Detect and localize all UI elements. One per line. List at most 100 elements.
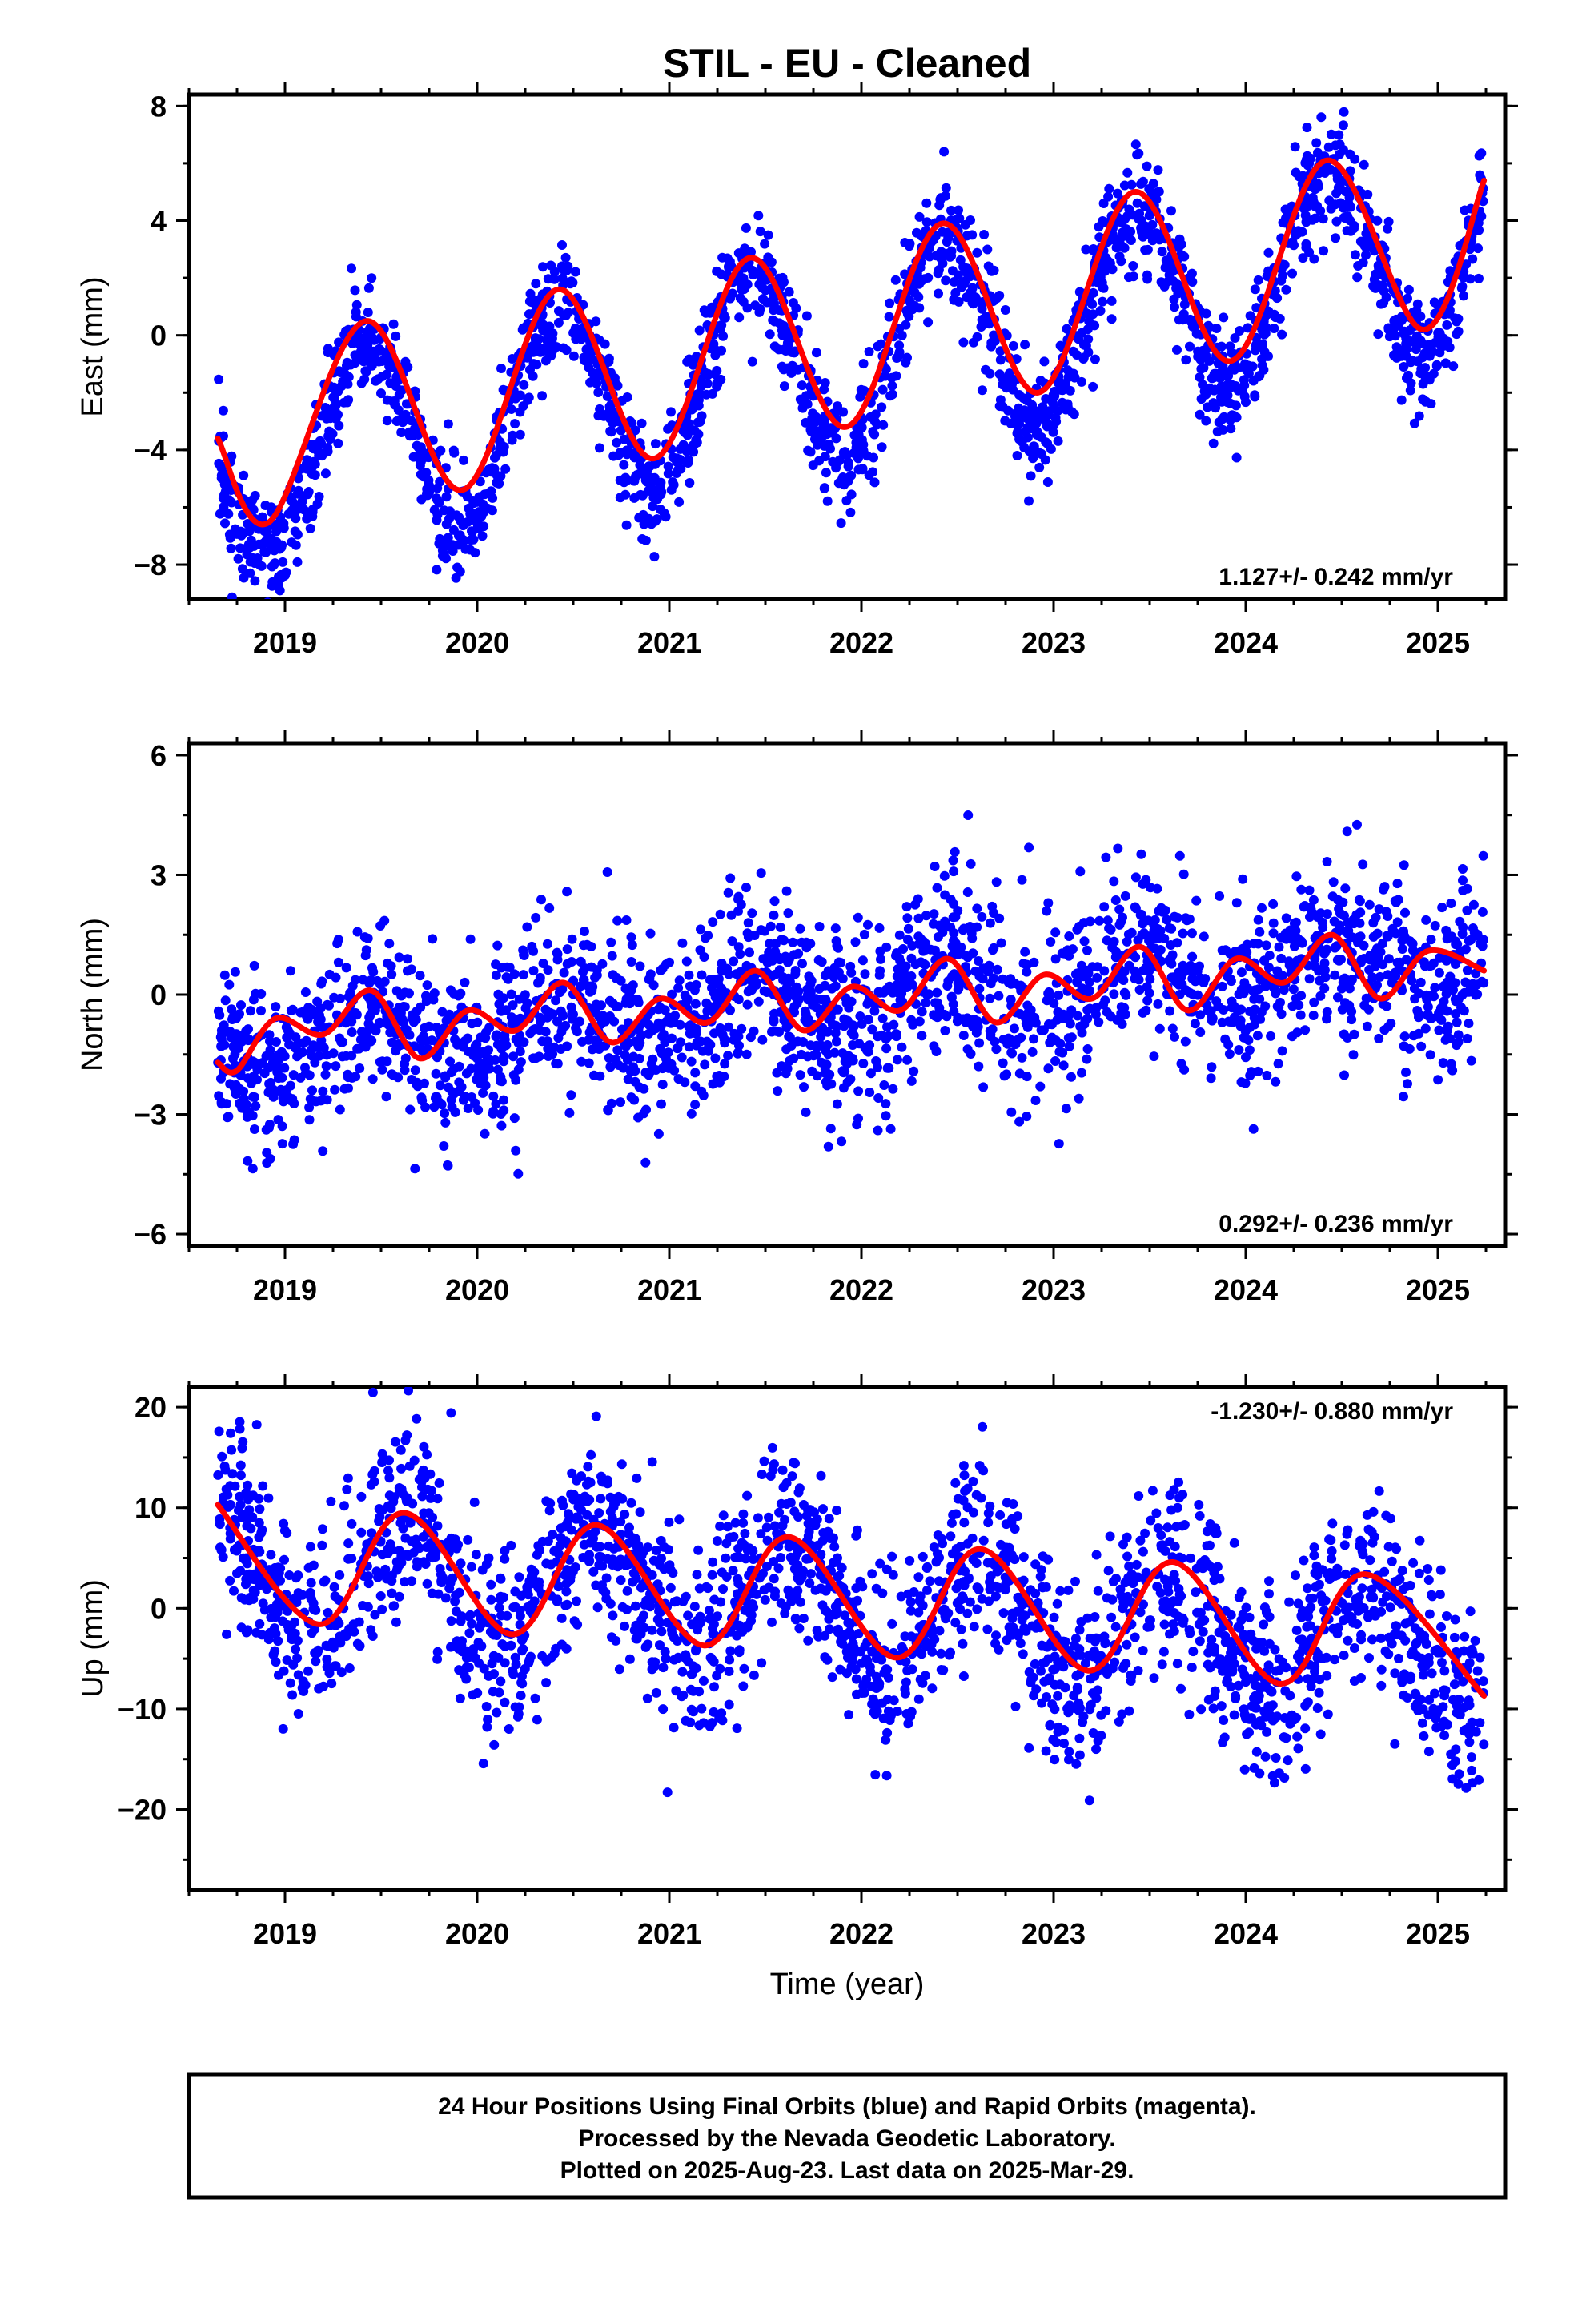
- data-point: [1331, 216, 1342, 227]
- data-point: [1077, 376, 1086, 387]
- data-point: [417, 1491, 428, 1502]
- data-point: [440, 1108, 450, 1119]
- data-point: [1185, 314, 1195, 324]
- data-point: [797, 380, 807, 391]
- data-point: [657, 1080, 668, 1090]
- data-point: [1407, 975, 1417, 986]
- data-point: [636, 418, 647, 428]
- data-layer: [213, 810, 1489, 1179]
- data-point: [635, 1038, 645, 1048]
- data-point: [1002, 1069, 1012, 1080]
- data-point: [894, 324, 905, 334]
- data-point: [613, 1002, 623, 1011]
- data-point: [1277, 329, 1287, 340]
- data-point: [260, 501, 271, 510]
- data-point: [1414, 1568, 1424, 1578]
- data-point: [1044, 1019, 1054, 1029]
- data-point: [675, 454, 685, 464]
- data-point: [1243, 323, 1253, 333]
- data-point: [938, 927, 948, 937]
- data-point: [1235, 1015, 1246, 1026]
- data-point: [1414, 411, 1424, 421]
- data-point: [628, 1051, 639, 1062]
- data-point: [382, 416, 392, 426]
- data-point: [1458, 886, 1468, 895]
- data-point: [1281, 913, 1291, 923]
- data-point: [468, 534, 479, 545]
- data-point: [224, 979, 235, 990]
- data-point: [972, 1016, 982, 1027]
- data-point: [894, 930, 905, 940]
- data-point: [801, 937, 812, 947]
- data-point: [1050, 1755, 1060, 1765]
- data-point: [1264, 951, 1275, 961]
- data-point: [351, 300, 362, 310]
- data-point: [923, 317, 934, 328]
- data-point: [324, 969, 335, 979]
- data-point: [661, 512, 671, 522]
- data-point: [1339, 107, 1349, 117]
- data-point: [1187, 951, 1198, 962]
- data-point: [1142, 982, 1152, 992]
- data-point: [532, 1715, 542, 1725]
- data-point: [1160, 263, 1170, 273]
- data-point: [388, 319, 399, 329]
- data-point: [1190, 1019, 1200, 1029]
- data-point: [1272, 966, 1283, 976]
- data-point: [1024, 1019, 1034, 1028]
- data-point: [704, 1043, 713, 1052]
- data-point: [261, 547, 271, 557]
- data-point: [265, 1153, 275, 1164]
- data-point: [213, 1006, 223, 1016]
- data-point: [1436, 1015, 1447, 1025]
- data-point: [351, 307, 361, 317]
- data-point: [663, 461, 673, 472]
- data-point: [1138, 176, 1148, 187]
- data-point: [316, 1022, 327, 1032]
- data-point: [443, 533, 453, 543]
- data-point: [1421, 915, 1431, 925]
- data-point: [341, 1051, 351, 1061]
- data-point: [1383, 223, 1393, 234]
- data-point: [1326, 129, 1336, 139]
- data-point: [697, 970, 707, 980]
- data-point: [967, 283, 978, 293]
- data-point: [410, 1164, 420, 1174]
- data-point: [287, 497, 298, 508]
- data-point: [1239, 380, 1250, 391]
- data-point: [822, 1040, 833, 1050]
- data-point: [1026, 424, 1037, 434]
- data-point: [481, 468, 492, 478]
- data-point: [330, 1084, 340, 1095]
- data-point: [1203, 320, 1214, 331]
- data-point: [1293, 226, 1303, 236]
- data-point: [699, 367, 709, 377]
- data-point: [638, 509, 648, 520]
- data-point: [1155, 945, 1166, 955]
- data-point: [682, 994, 693, 1004]
- data-point: [1179, 1064, 1190, 1075]
- data-point: [472, 1075, 482, 1084]
- data-point: [1170, 1031, 1179, 1042]
- data-point: [444, 506, 455, 517]
- data-point: [472, 1047, 482, 1058]
- data-point: [352, 1043, 363, 1054]
- data-point: [741, 883, 751, 893]
- data-point: [235, 1084, 245, 1094]
- data-point: [874, 970, 885, 980]
- data-point: [1195, 1010, 1206, 1020]
- data-point: [1370, 947, 1380, 958]
- data-point: [1154, 1023, 1165, 1034]
- data-point: [412, 440, 422, 451]
- data-point: [1088, 245, 1098, 255]
- data-point: [1368, 918, 1379, 928]
- data-point: [1006, 1047, 1017, 1058]
- data-point: [567, 934, 577, 944]
- data-point: [528, 966, 539, 976]
- data-point: [1236, 944, 1247, 955]
- data-point: [1351, 910, 1362, 920]
- data-point: [733, 891, 744, 902]
- data-point: [1478, 1676, 1488, 1687]
- data-point: [881, 942, 892, 952]
- data-point: [1225, 948, 1235, 959]
